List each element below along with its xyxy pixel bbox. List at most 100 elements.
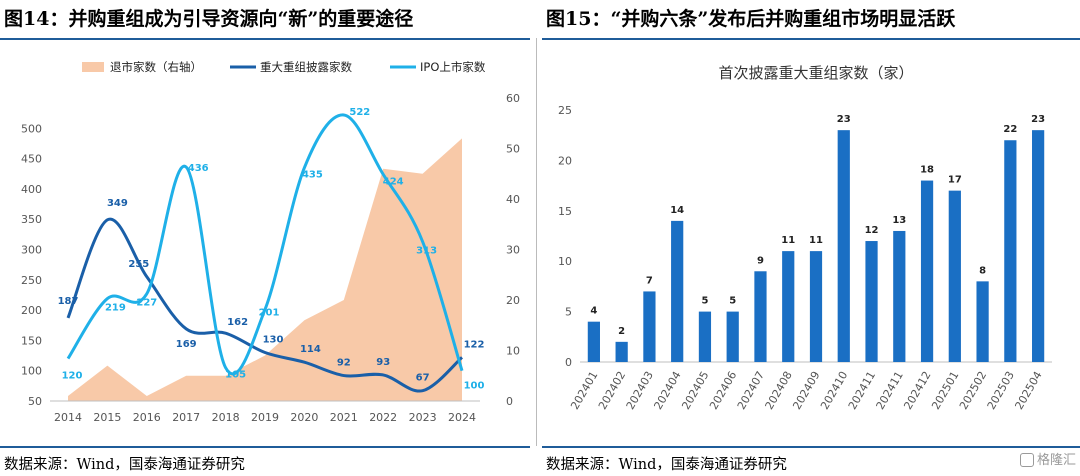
bar-value-label-10: 12 — [865, 225, 879, 236]
left-axis-tick-400: 400 — [21, 183, 42, 196]
bar-15 — [1004, 140, 1017, 362]
left-axis-tick-450: 450 — [21, 153, 42, 166]
data-label-ipo-2019: 201 — [259, 307, 280, 318]
right-axis-tick-60: 60 — [506, 92, 520, 105]
bar-value-label-7: 11 — [781, 235, 795, 246]
bar-y-tick-20: 20 — [558, 154, 572, 167]
bar-12 — [920, 180, 934, 362]
left-axis-tick-200: 200 — [21, 304, 42, 317]
right-figure-title: 图15：“并购六条”发布后并购重组市场明显活跃 — [546, 8, 956, 30]
x-axis-tick-2015: 2015 — [93, 411, 121, 424]
data-label-ipo-2021: 522 — [349, 107, 370, 118]
data-label-restructuring-2018: 162 — [227, 317, 248, 328]
bar-y-tick-25: 25 — [558, 104, 572, 117]
watermark: 格隆汇 — [1019, 449, 1076, 468]
data-label-restructuring-2020: 114 — [300, 344, 321, 355]
bar-value-label-3: 14 — [670, 205, 684, 216]
left-axis-tick-500: 500 — [21, 122, 42, 135]
legend-swatch-0 — [82, 62, 104, 72]
bar-14 — [976, 281, 989, 362]
bar-y-tick-10: 10 — [558, 255, 572, 268]
left-source-rule — [0, 446, 530, 448]
right-title-rule — [542, 38, 1080, 40]
right-axis-tick-30: 30 — [506, 244, 520, 257]
bar-value-label-11: 13 — [892, 215, 906, 226]
data-label-restructuring-2017: 169 — [176, 339, 197, 350]
data-label-restructuring-2015: 349 — [107, 198, 128, 209]
left-axis-tick-250: 250 — [21, 274, 42, 287]
x-axis-tick-2019: 2019 — [251, 411, 279, 424]
x-axis-tick-2017: 2017 — [172, 411, 200, 424]
data-label-ipo-2015: 219 — [105, 303, 126, 314]
data-label-restructuring-2023: 67 — [416, 373, 430, 384]
right-source-note: 数据来源：Wind，国泰海通证券研究 — [546, 457, 787, 473]
x-axis-tick-2018: 2018 — [212, 411, 240, 424]
data-label-ipo-2016: 227 — [136, 298, 157, 309]
bar-16 — [1032, 130, 1045, 362]
legend-label-2: IPO上市家数 — [420, 60, 486, 74]
left-axis-tick-150: 150 — [21, 334, 42, 347]
bar-value-label-5: 5 — [729, 296, 736, 307]
watermark-logo-icon — [1019, 453, 1034, 467]
right-axis-tick-40: 40 — [506, 193, 520, 206]
data-label-restructuring-2022: 93 — [376, 357, 390, 368]
data-label-restructuring-2014: 187 — [58, 296, 79, 307]
bar-6 — [754, 271, 767, 362]
bar-7 — [782, 251, 795, 362]
left-axis-tick-100: 100 — [21, 365, 42, 378]
bar-value-label-14: 8 — [979, 265, 986, 276]
left-title-rule — [0, 38, 530, 40]
bar-9 — [837, 130, 850, 362]
bar-value-label-13: 17 — [948, 175, 962, 186]
legend-label-0: 退市家数（右轴） — [110, 60, 202, 74]
bar-13 — [948, 190, 961, 362]
bar-value-label-4: 5 — [701, 296, 708, 307]
bar-2 — [643, 291, 656, 362]
panel-divider — [536, 38, 537, 446]
bar-value-label-15: 22 — [1003, 124, 1017, 135]
right-bar-chart: 首次披露重大重组家数（家）051015202542024012202402720… — [558, 64, 1052, 412]
left-figure-panel: 图14：并购重组成为引导资源向“新”的重要途径 退市家数（右轴） 重大重组披露家数… — [0, 0, 530, 476]
bar-value-label-6: 9 — [757, 255, 764, 266]
data-label-ipo-2014: 120 — [62, 371, 83, 382]
line-series-2 — [66, 113, 464, 376]
bar-y-tick-5: 5 — [565, 306, 572, 319]
x-axis-tick-2020: 2020 — [290, 411, 318, 424]
legend-label-1: 重大重组披露家数 — [260, 60, 352, 74]
left-combo-chart: 退市家数（右轴） 重大重组披露家数 IPO上市家数50100150200250300… — [21, 60, 520, 424]
bar-5 — [726, 311, 739, 362]
x-axis-tick-2022: 2022 — [369, 411, 397, 424]
data-label-ipo-2023: 313 — [416, 246, 437, 257]
bar-value-label-0: 4 — [590, 306, 597, 317]
right-axis-tick-20: 20 — [506, 294, 520, 307]
x-axis-tick-2024: 2024 — [448, 411, 476, 424]
data-label-restructuring-2021: 92 — [337, 358, 351, 369]
bar-8 — [809, 251, 823, 362]
bar-10 — [865, 241, 878, 362]
bar-value-label-2: 7 — [646, 275, 653, 286]
left-axis-tick-300: 300 — [21, 244, 42, 257]
right-figure-panel: 图15：“并购六条”发布后并购重组市场明显活跃 首次披露重大重组家数（家） 0 5 1… — [542, 0, 1080, 476]
watermark-text: 格隆汇 — [1036, 453, 1076, 468]
right-axis-tick-50: 50 — [506, 143, 520, 156]
x-axis-tick-2016: 2016 — [133, 411, 161, 424]
bar-chart-title: 首次披露重大重组家数（家） — [718, 64, 913, 82]
x-axis-tick-2021: 2021 — [330, 411, 358, 424]
bar-value-label-1: 2 — [618, 326, 625, 337]
right-axis-tick-0: 0 — [506, 395, 513, 408]
bar-value-label-8: 11 — [809, 235, 823, 246]
left-figure-title: 图14：并购重组成为引导资源向“新”的重要途径 — [4, 8, 414, 30]
x-axis-tick-2014: 2014 — [54, 411, 82, 424]
bar-y-tick-15: 15 — [558, 205, 572, 218]
right-axis-tick-10: 10 — [506, 345, 520, 358]
left-source-note: 数据来源：Wind，国泰海通证券研究 — [4, 457, 245, 473]
data-label-ipo-2020: 435 — [302, 170, 323, 181]
data-label-ipo-2018: 105 — [225, 370, 246, 381]
data-label-ipo-2017: 436 — [188, 163, 209, 174]
bar-value-label-16: 23 — [1031, 114, 1045, 125]
left-axis-tick-50: 50 — [28, 395, 42, 408]
bar-x-tick-16: 202504 — [1012, 369, 1044, 412]
right-source-rule — [542, 446, 1080, 448]
bar-value-label-12: 18 — [920, 165, 934, 176]
bar-y-tick-0: 0 — [565, 356, 572, 369]
